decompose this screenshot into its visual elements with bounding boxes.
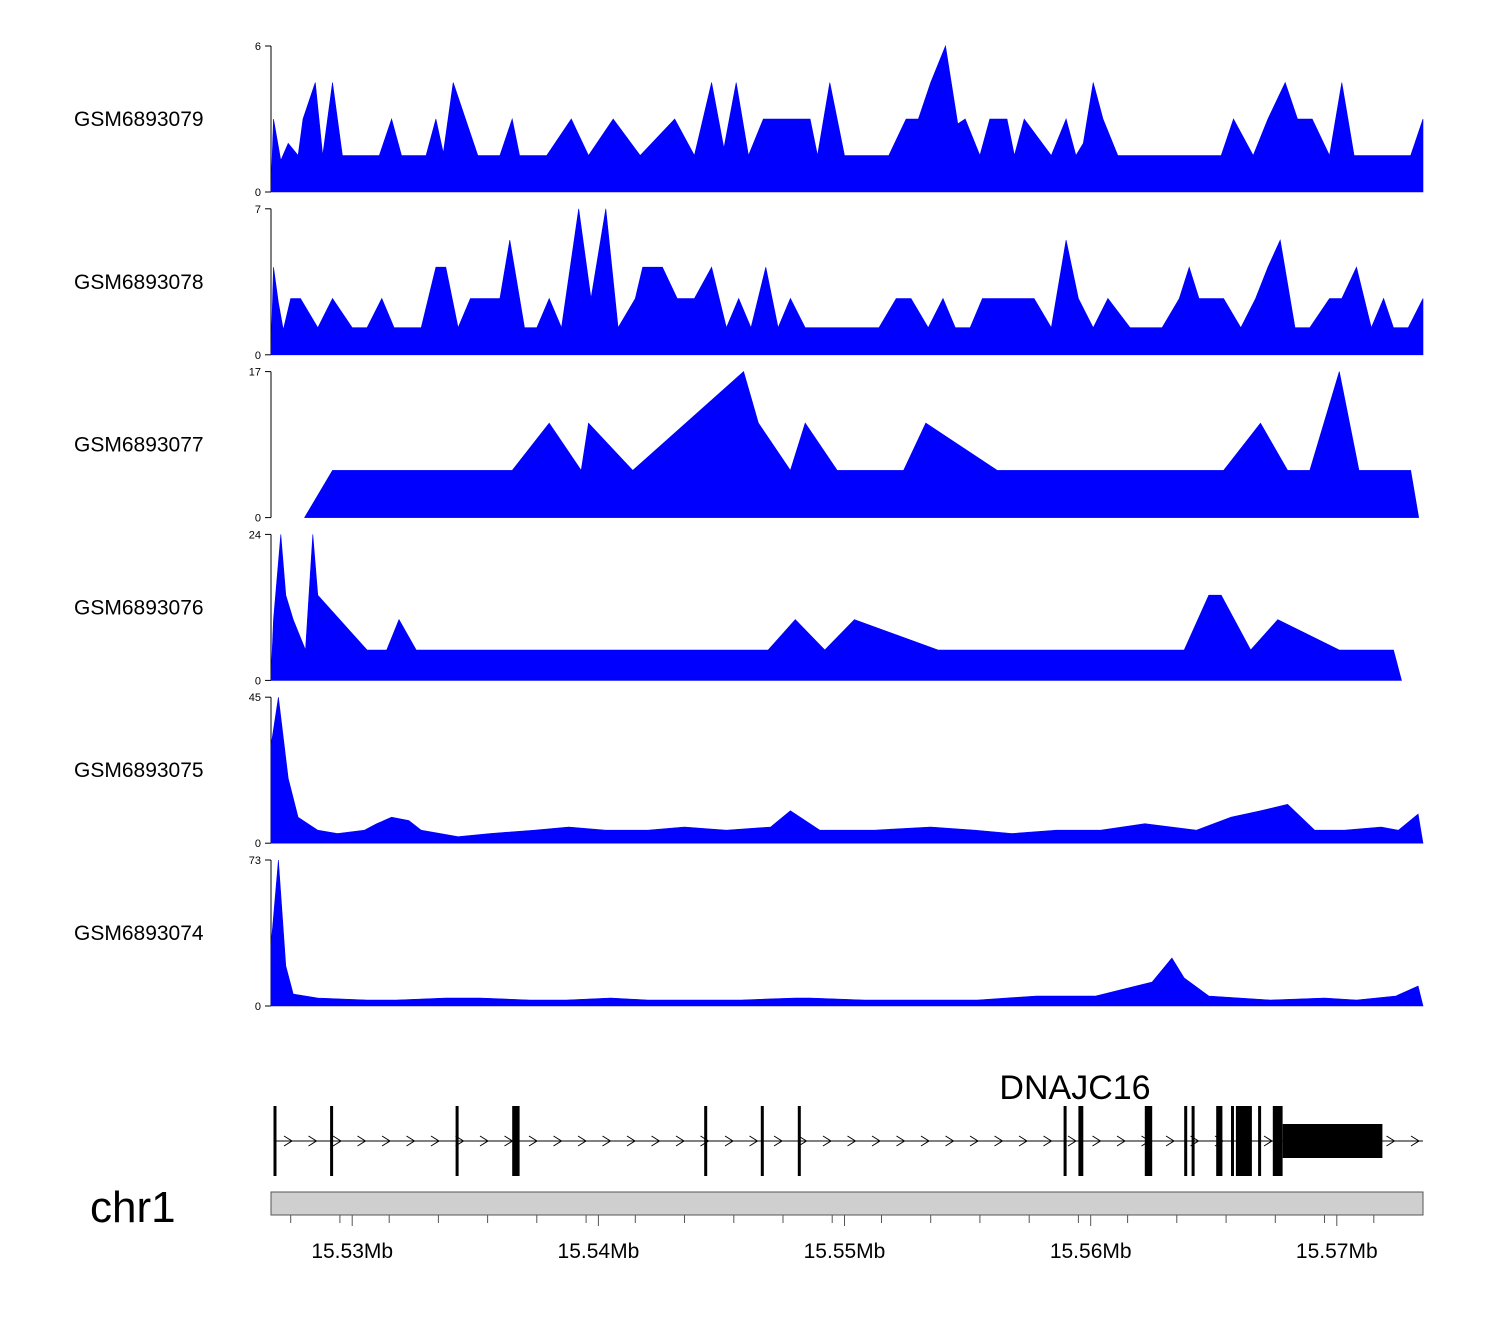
track-label: GSM6893076 bbox=[74, 596, 204, 619]
coverage-area bbox=[270, 697, 1424, 844]
strand-arrow bbox=[1043, 1135, 1053, 1147]
track-GSM6893078: GSM6893078 7 0 bbox=[74, 204, 1424, 362]
gene-exon bbox=[1191, 1106, 1195, 1176]
strand-arrow bbox=[1263, 1135, 1273, 1147]
coverage-area bbox=[270, 44, 1424, 193]
coverage-area bbox=[270, 859, 1424, 1007]
track-label: GSM6893074 bbox=[74, 922, 204, 945]
strand-arrow bbox=[332, 1135, 342, 1147]
track-GSM6893076: GSM6893076 24 0 bbox=[74, 529, 1402, 687]
gene-exon bbox=[797, 1106, 801, 1176]
strand-arrow bbox=[920, 1135, 930, 1147]
gene-name-label: DNAJC16 bbox=[999, 1069, 1150, 1107]
gene-exon bbox=[1063, 1106, 1067, 1176]
ideogram-bar bbox=[270, 1191, 1424, 1216]
gene-exon bbox=[330, 1106, 334, 1176]
x-tick-label: 15.53Mb bbox=[311, 1240, 393, 1263]
track-label: GSM6893079 bbox=[74, 108, 204, 131]
strand-arrow bbox=[357, 1135, 367, 1147]
strand-arrow bbox=[308, 1135, 318, 1147]
strand-arrow bbox=[945, 1135, 955, 1147]
strand-arrow bbox=[798, 1135, 808, 1147]
strand-arrow bbox=[1386, 1135, 1396, 1147]
gene-exon bbox=[1078, 1106, 1084, 1176]
strand-arrow bbox=[406, 1135, 416, 1147]
track-GSM6893075: GSM6893075 45 0 bbox=[74, 692, 1424, 850]
x-tick-label: 15.57Mb bbox=[1296, 1240, 1378, 1263]
gene-exon bbox=[1258, 1106, 1262, 1176]
gene-exon bbox=[455, 1106, 459, 1176]
track-label: GSM6893078 bbox=[74, 271, 204, 294]
y-tick-label-max: 7 bbox=[255, 204, 261, 216]
gene-exon bbox=[760, 1106, 764, 1176]
gene-exon bbox=[273, 1106, 277, 1176]
gene-exon bbox=[1144, 1106, 1153, 1176]
strand-arrow bbox=[749, 1135, 759, 1147]
y-tick-label-max: 73 bbox=[249, 855, 261, 867]
track-label: GSM6893077 bbox=[74, 434, 204, 457]
gene-exon bbox=[1272, 1106, 1283, 1176]
y-tick-label-min: 0 bbox=[255, 350, 261, 362]
track-label: GSM6893075 bbox=[74, 759, 204, 782]
gene-utr-block bbox=[1282, 1124, 1383, 1158]
track-GSM6893074: GSM6893074 73 0 bbox=[74, 855, 1424, 1013]
strand-arrow bbox=[1092, 1135, 1102, 1147]
gene-model-track: DNAJC16 bbox=[273, 1069, 1423, 1176]
y-tick-label-max: 45 bbox=[249, 692, 261, 704]
strand-arrow bbox=[896, 1135, 906, 1147]
y-tick-label-min: 0 bbox=[255, 513, 261, 525]
coverage-area bbox=[270, 208, 1424, 356]
gene-exon bbox=[1235, 1106, 1252, 1176]
strand-arrow bbox=[553, 1135, 563, 1147]
strand-arrow bbox=[700, 1135, 710, 1147]
strand-arrow bbox=[675, 1135, 685, 1147]
strand-arrow bbox=[1116, 1135, 1126, 1147]
gene-exon bbox=[512, 1106, 520, 1176]
strand-arrow bbox=[847, 1135, 857, 1147]
y-tick-label-min: 0 bbox=[255, 675, 261, 687]
strand-arrow bbox=[1067, 1135, 1077, 1147]
strand-arrow bbox=[969, 1135, 979, 1147]
gene-exon bbox=[1231, 1106, 1234, 1176]
y-tick-label-min: 0 bbox=[255, 1001, 261, 1013]
x-tick-label: 15.54Mb bbox=[558, 1240, 640, 1263]
strand-arrow bbox=[1165, 1135, 1175, 1147]
y-tick-label-min: 0 bbox=[255, 838, 261, 850]
genome-axis: chr1 15.53Mb 15.54Mb 15.55Mb 15.56Mb 15.57Mb bbox=[90, 1183, 1424, 1263]
strand-arrow bbox=[651, 1135, 661, 1147]
strand-arrow bbox=[479, 1135, 489, 1147]
strand-arrow bbox=[1410, 1135, 1420, 1147]
strand-arrow bbox=[994, 1135, 1004, 1147]
strand-arrow bbox=[1018, 1135, 1028, 1147]
strand-arrow bbox=[528, 1135, 538, 1147]
coverage-area bbox=[270, 534, 1402, 681]
gene-exon bbox=[1216, 1106, 1223, 1176]
strand-arrow bbox=[871, 1135, 881, 1147]
strand-arrow bbox=[430, 1135, 440, 1147]
y-tick-label-max: 6 bbox=[255, 41, 261, 53]
track-GSM6893079: GSM6893079 6 0 bbox=[74, 41, 1424, 199]
strand-arrow bbox=[577, 1135, 587, 1147]
y-tick-label-max: 17 bbox=[249, 367, 261, 379]
coverage-tracks: GSM689307960GSM689307870GSM6893077170GSM… bbox=[74, 41, 1424, 1013]
strand-arrow bbox=[381, 1135, 391, 1147]
coverage-area bbox=[304, 371, 1420, 518]
strand-arrow bbox=[626, 1135, 636, 1147]
gene-exon bbox=[1184, 1106, 1188, 1176]
strand-arrow bbox=[283, 1135, 293, 1147]
gene-exon bbox=[704, 1106, 708, 1176]
strand-arrow bbox=[822, 1135, 832, 1147]
y-tick-label-max: 24 bbox=[249, 529, 261, 541]
track-GSM6893077: GSM6893077 17 0 bbox=[74, 367, 1420, 525]
strand-arrow bbox=[773, 1135, 783, 1147]
chromosome-label: chr1 bbox=[90, 1183, 176, 1232]
x-tick-label: 15.56Mb bbox=[1050, 1240, 1132, 1263]
strand-arrow bbox=[724, 1135, 734, 1147]
strand-arrow bbox=[602, 1135, 612, 1147]
y-tick-label-min: 0 bbox=[255, 187, 261, 199]
x-tick-label: 15.55Mb bbox=[804, 1240, 886, 1263]
